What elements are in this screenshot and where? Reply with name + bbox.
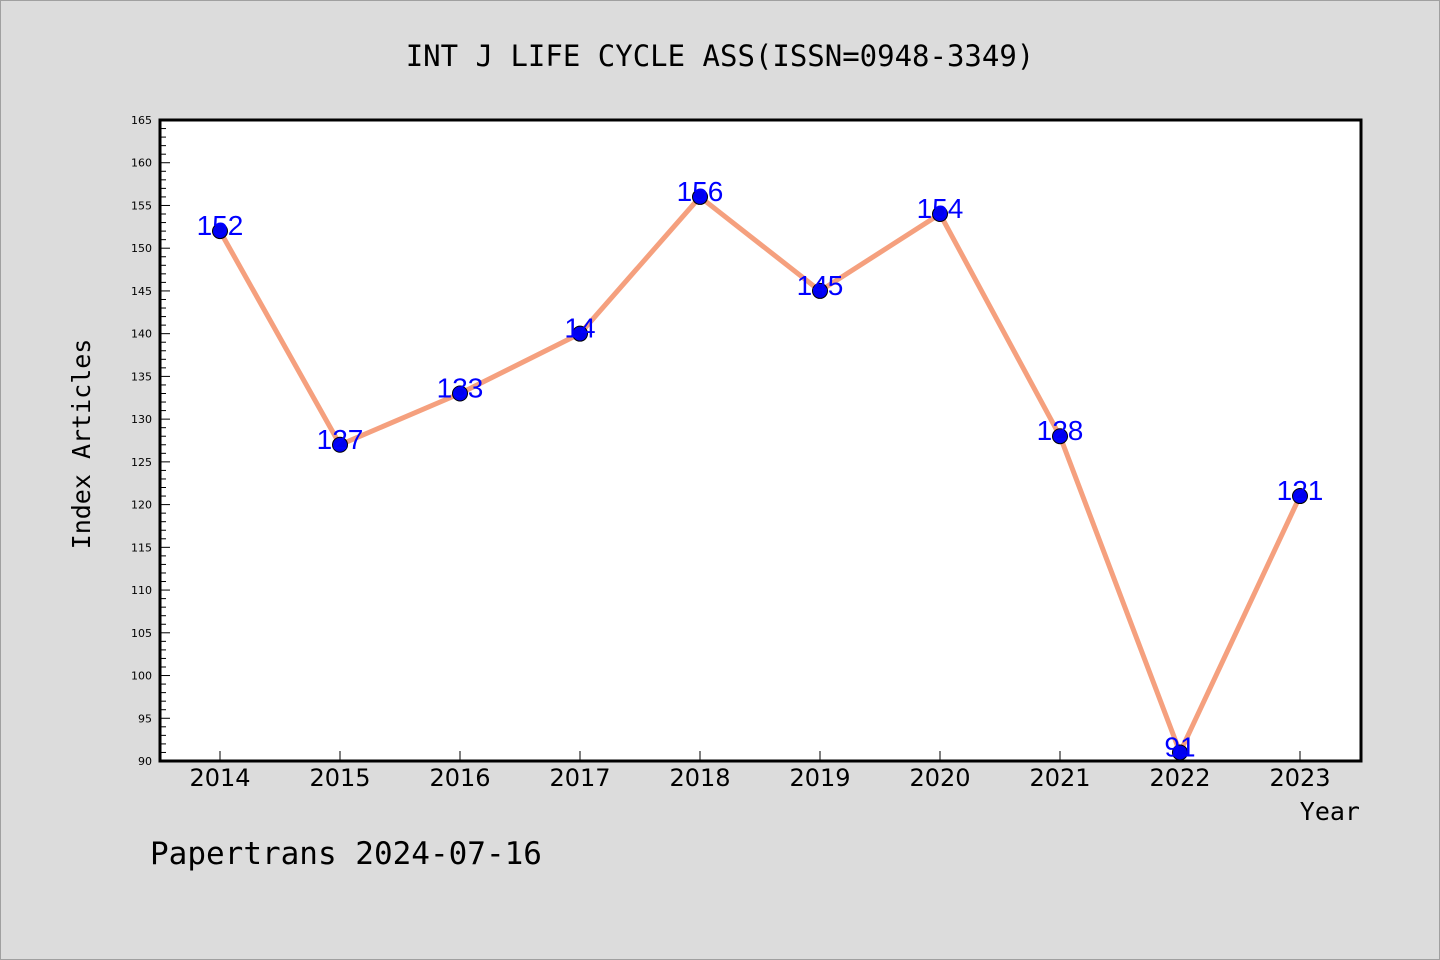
- y-tick-label: 90: [138, 755, 152, 768]
- data-label: 14: [564, 313, 595, 344]
- data-point: [572, 325, 588, 342]
- y-tick-label: 155: [131, 199, 152, 212]
- y-tick-label: 115: [131, 541, 152, 554]
- x-tick-label: 2022: [1149, 764, 1210, 792]
- y-tick-label: 150: [131, 242, 152, 255]
- x-tick-label: 2020: [909, 764, 970, 792]
- data-labels: 152 127 133 14 156 145 154 128 91 121: [197, 176, 1324, 763]
- data-point: [1292, 488, 1308, 505]
- plot-area: [158, 118, 1363, 763]
- data-label: 91: [1164, 731, 1195, 762]
- y-tick-label: 100: [131, 670, 152, 683]
- y-tick-label: 95: [138, 712, 152, 725]
- data-label: 152: [197, 210, 244, 241]
- data-point: [932, 206, 948, 223]
- data-point: [452, 385, 468, 402]
- y-tick-label: 105: [131, 627, 152, 640]
- data-label: 127: [317, 424, 364, 455]
- x-axis-label: Year: [1300, 797, 1360, 826]
- x-tick-label: 2021: [1029, 764, 1090, 792]
- y-tick-label: 145: [131, 285, 152, 298]
- x-tick-label: 2015: [309, 764, 370, 792]
- data-label: 121: [1277, 475, 1324, 506]
- y-tick-label: 130: [131, 413, 152, 426]
- data-point: [332, 436, 348, 453]
- series-line: [217, 194, 1303, 755]
- x-tick-label: 2016: [429, 764, 490, 792]
- y-tick-label: 165: [131, 114, 152, 127]
- data-point: [812, 282, 828, 299]
- x-tick-label: 2019: [789, 764, 850, 792]
- data-label: 133: [437, 372, 484, 403]
- data-point: [1052, 428, 1068, 445]
- data-point: [1172, 744, 1188, 761]
- y-axis: 90 95 100 105 110 115 120 125 130 135 140 145 150 155…: [131, 114, 170, 768]
- y-tick-label: 160: [131, 157, 152, 170]
- data-label: 156: [677, 176, 724, 207]
- x-tick-label: 2017: [549, 764, 610, 792]
- x-tick-label: 2018: [669, 764, 730, 792]
- x-axis: 2014 2015 2016 2017 2018 2019 2020 2021 2022 2023: [189, 751, 1331, 792]
- series-line-group: [217, 194, 1303, 755]
- footer-stamp: Papertrans 2024-07-16: [150, 836, 542, 872]
- data-label: 128: [1037, 415, 1084, 446]
- y-axis-label: Index Articles: [67, 339, 96, 550]
- x-tick-label: 2014: [189, 764, 250, 792]
- y-tick-label: 120: [131, 499, 152, 512]
- chart-title: INT J LIFE CYCLE ASS(ISSN=0948-3349): [406, 39, 1035, 73]
- x-tick-label: 2023: [1269, 764, 1330, 792]
- data-point: [212, 223, 228, 240]
- data-point: [692, 188, 708, 205]
- data-points: [212, 188, 1308, 761]
- data-label: 145: [797, 270, 844, 301]
- data-label: 154: [917, 193, 964, 224]
- y-tick-label: 125: [131, 456, 152, 469]
- y-tick-label: 140: [131, 328, 152, 341]
- y-tick-label: 110: [131, 584, 152, 597]
- y-tick-label: 135: [131, 370, 152, 383]
